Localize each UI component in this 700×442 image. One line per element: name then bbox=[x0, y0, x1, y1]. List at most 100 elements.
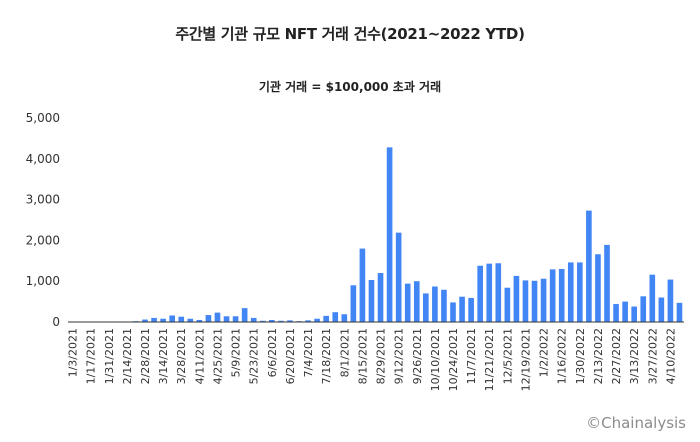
x-tick-label: 4/11/2021 bbox=[193, 328, 206, 384]
bar bbox=[423, 293, 429, 322]
x-tick-label: 7/18/2021 bbox=[320, 328, 333, 384]
bar bbox=[486, 263, 493, 322]
y-tick-label: 4,000 bbox=[26, 152, 60, 166]
bar bbox=[232, 316, 239, 322]
bar bbox=[323, 315, 329, 322]
x-tick-label: 1/16/2022 bbox=[556, 328, 569, 384]
bar bbox=[604, 244, 610, 322]
x-tick-label: 1/30/2022 bbox=[574, 328, 587, 384]
x-tick-label: 2/13/2022 bbox=[592, 328, 605, 384]
bar bbox=[622, 301, 628, 322]
chainalysis-watermark: ©Chainalysis bbox=[586, 414, 686, 432]
bar bbox=[241, 308, 248, 322]
chart-subtitle: 기관 거래 = $100,000 초과 거래 bbox=[258, 80, 442, 94]
x-tick-label: 1/3/2021 bbox=[67, 328, 80, 377]
x-tick-label: 11/7/2021 bbox=[465, 328, 478, 384]
bar bbox=[259, 320, 266, 322]
bar bbox=[432, 286, 438, 322]
bar bbox=[522, 280, 529, 322]
x-tick-label: 3/13/2022 bbox=[628, 328, 641, 384]
bar bbox=[269, 319, 275, 322]
x-tick-label: 12/19/2021 bbox=[519, 328, 532, 391]
bar bbox=[495, 263, 502, 322]
bar bbox=[676, 302, 683, 322]
bar bbox=[223, 316, 230, 322]
x-tick-label: 6/6/2021 bbox=[266, 328, 279, 377]
x-tick-label: 12/5/2021 bbox=[501, 328, 514, 384]
x-tick-label: 8/1/2021 bbox=[338, 328, 351, 377]
bar bbox=[160, 318, 166, 322]
bar bbox=[586, 210, 592, 322]
bar bbox=[558, 268, 565, 322]
bar bbox=[341, 314, 348, 322]
x-tick-label: 9/12/2021 bbox=[393, 328, 406, 384]
bar bbox=[540, 278, 547, 322]
bar bbox=[287, 320, 293, 322]
x-tick-label: 2/28/2021 bbox=[139, 328, 152, 384]
bar bbox=[640, 296, 647, 322]
bar bbox=[631, 306, 637, 322]
x-tick-label: 10/24/2021 bbox=[447, 328, 460, 391]
bar bbox=[658, 297, 665, 322]
bar bbox=[205, 315, 212, 322]
bar bbox=[359, 248, 366, 322]
x-tick-label: 2/27/2022 bbox=[610, 328, 623, 384]
bar bbox=[178, 316, 185, 322]
bar bbox=[386, 147, 393, 322]
bar bbox=[332, 312, 339, 322]
x-tick-label: 7/4/2021 bbox=[302, 328, 315, 377]
bar bbox=[595, 254, 601, 322]
x-tick-label: 6/20/2021 bbox=[284, 328, 297, 384]
bar bbox=[567, 262, 574, 322]
bar bbox=[549, 269, 556, 322]
x-tick-label: 11/21/2021 bbox=[483, 328, 496, 391]
bar bbox=[368, 279, 375, 322]
bar bbox=[305, 320, 311, 322]
bar bbox=[441, 289, 447, 322]
x-tick-label: 10/10/2021 bbox=[429, 328, 442, 391]
bar bbox=[278, 320, 284, 322]
bar bbox=[413, 281, 420, 322]
x-tick-label: 5/9/2021 bbox=[230, 328, 243, 377]
bar bbox=[196, 319, 203, 322]
x-tick-label: 5/23/2021 bbox=[248, 328, 261, 384]
y-tick-label: 1,000 bbox=[26, 274, 60, 288]
x-tick-label: 1/31/2021 bbox=[103, 328, 116, 384]
bar bbox=[459, 296, 465, 322]
bar bbox=[468, 297, 474, 322]
x-tick-label: 3/27/2022 bbox=[646, 328, 659, 384]
bar bbox=[531, 280, 538, 322]
x-tick-label: 1/17/2021 bbox=[85, 328, 98, 384]
bar bbox=[404, 283, 411, 322]
x-tick-label: 1/2/2022 bbox=[538, 328, 551, 377]
x-tick-label: 3/28/2021 bbox=[175, 328, 188, 384]
bar bbox=[667, 279, 674, 322]
bar bbox=[504, 287, 511, 322]
x-tick-label: 9/26/2021 bbox=[411, 328, 424, 384]
bar bbox=[450, 302, 456, 322]
x-tick-label: 8/15/2021 bbox=[356, 328, 369, 384]
bar bbox=[169, 315, 175, 322]
bar bbox=[649, 274, 656, 322]
chart-title: 주간별 기관 규모 NFT 거래 건수(2021~2022 YTD) bbox=[175, 25, 525, 43]
bar bbox=[350, 285, 357, 322]
bar bbox=[513, 275, 520, 322]
x-tick-label: 4/25/2021 bbox=[211, 328, 224, 384]
x-tick-label: 3/14/2021 bbox=[157, 328, 170, 384]
bar bbox=[577, 262, 583, 322]
bar bbox=[314, 318, 320, 322]
y-tick-label: 5,000 bbox=[26, 111, 60, 125]
y-tick-label: 0 bbox=[52, 315, 60, 329]
bar bbox=[395, 232, 402, 322]
bar bbox=[613, 304, 619, 322]
x-tick-label: 4/10/2022 bbox=[664, 328, 677, 384]
x-tick-label: 2/14/2021 bbox=[121, 328, 134, 384]
bar bbox=[214, 312, 221, 322]
bar bbox=[377, 273, 384, 322]
bar bbox=[187, 318, 194, 322]
bar bbox=[477, 265, 483, 322]
bar bbox=[151, 317, 157, 322]
x-tick-label: 8/29/2021 bbox=[375, 328, 388, 384]
